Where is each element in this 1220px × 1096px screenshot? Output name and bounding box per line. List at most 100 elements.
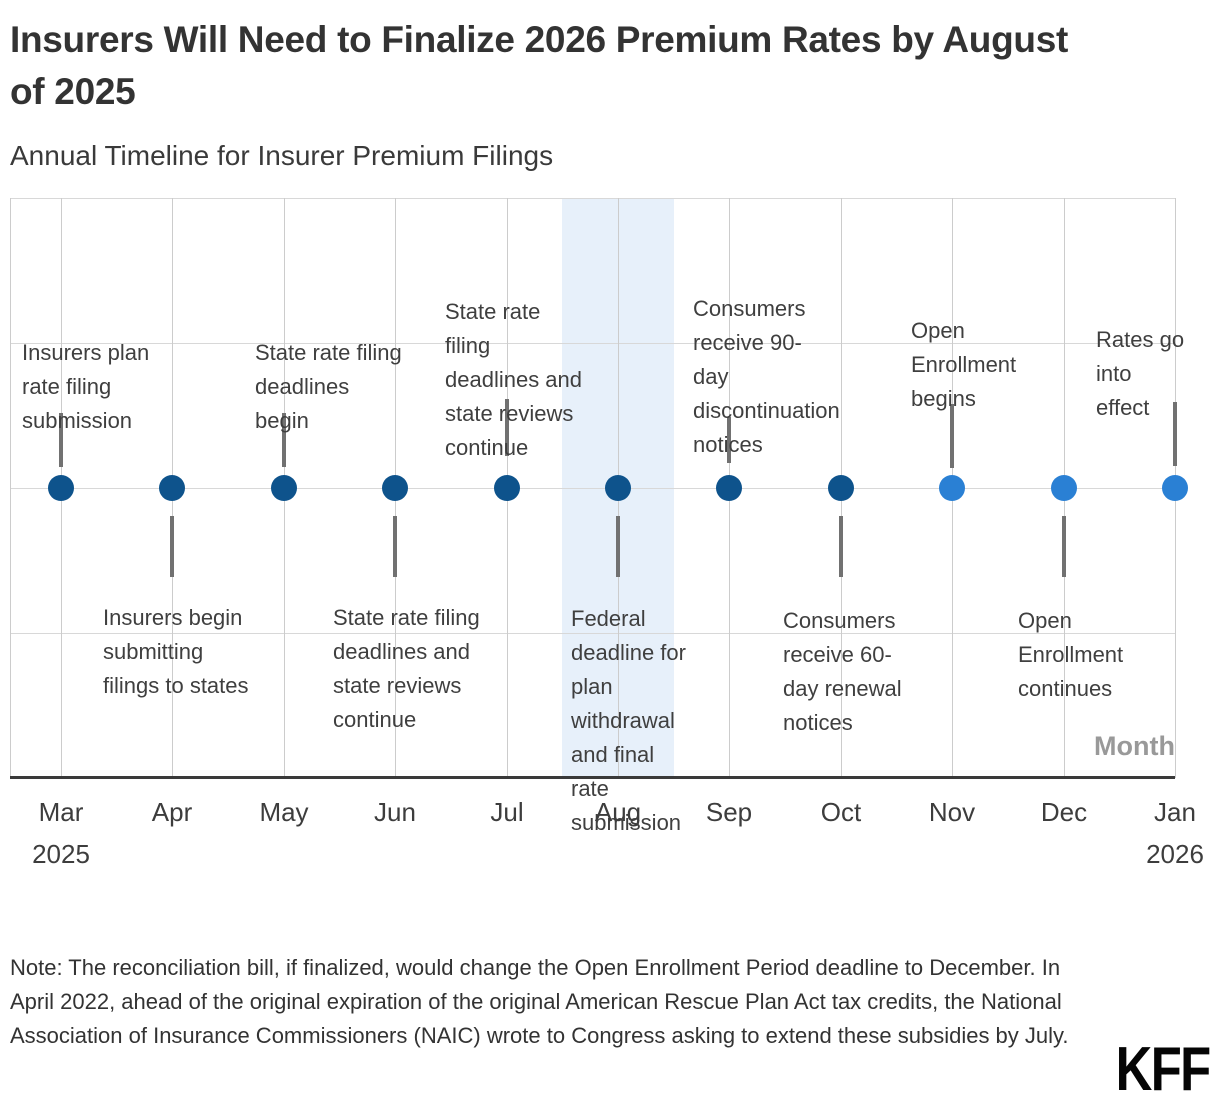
event-annotation-jul: State rate filing deadlines and state revie… (445, 295, 582, 465)
annotation-line: Open (1018, 608, 1072, 633)
annotation-line: continues (1018, 676, 1113, 701)
timeline-dot-mar (48, 475, 74, 501)
event-annotation-nov: Open Enrollment begins (911, 314, 1016, 416)
x-axis-title: Month (1094, 731, 1175, 761)
annotation-line: deadlines and (333, 639, 471, 664)
timeline-dot-nov (939, 475, 965, 501)
gridline-horizontal-0 (10, 198, 1175, 199)
chart-subtitle: Annual Timeline for Insurer Premium Fili… (10, 140, 554, 171)
event-stem-jun (393, 516, 397, 577)
page-title-line-1: Insurers Will Need to Finalize 2026 Prem… (10, 19, 1069, 60)
month-label-oct: Oct (820, 797, 862, 827)
annotation-line: submission (571, 810, 682, 835)
timeline-dot-dec (1051, 475, 1077, 501)
event-annotation-oct: Consumers receive 60- day renewal notices (783, 604, 902, 740)
annotation-line: continue (445, 435, 529, 460)
annotation-line: Insurers plan (22, 340, 150, 365)
gridline-horizontal-1 (10, 343, 1175, 344)
annotation-line: Open (911, 318, 965, 343)
annotation-line: filing (445, 333, 491, 358)
annotation-line: continue (333, 707, 417, 732)
annotation-line: begins (911, 386, 976, 411)
timeline-dot-aug (605, 475, 631, 501)
annotation-line: Consumers (693, 296, 806, 321)
year-label-2025: 2025 (32, 839, 90, 869)
annotation-line: submission (22, 408, 133, 433)
event-stem-jul (505, 399, 509, 456)
annotation-line: plan (571, 674, 613, 699)
annotation-line: effect (1096, 395, 1150, 420)
annotation-line: day renewal (783, 676, 902, 701)
note-text: Note: The reconciliation bill, if finali… (10, 955, 1069, 1048)
event-annotation-may: State rate filing deadlines begin (255, 336, 402, 438)
annotation-line: Federal (571, 606, 646, 631)
month-label-jun: Jun (374, 797, 416, 827)
annotation-line: withdrawal (571, 708, 675, 733)
annotation-line: Consumers (783, 608, 896, 633)
annotation-line: Enrollment (911, 352, 1017, 377)
event-stem-oct (839, 516, 843, 577)
event-annotation-dec: Open Enrollment continues (1018, 604, 1123, 706)
annotation-line: begin (255, 408, 309, 433)
annotation-line: Rates go (1096, 327, 1185, 352)
timeline-dot-sep (716, 475, 742, 501)
annotation-line: Insurers begin (103, 605, 243, 630)
timeline-dot-jun (382, 475, 408, 501)
event-annotation-mar: Insurers plan rate filing submission (22, 336, 149, 438)
event-stem-jan (1173, 402, 1177, 466)
annotation-line: state reviews (333, 673, 462, 698)
event-stem-may (282, 413, 286, 467)
month-label-jul: Jul (490, 797, 524, 827)
annotation-line: Enrollment (1018, 642, 1124, 667)
annotation-line: deadlines and (445, 367, 583, 392)
annotation-line: filings to states (103, 673, 249, 698)
page-title-line-2: of 2025 (10, 71, 136, 112)
page-title: Insurers Will Need to Finalize 2026 Prem… (10, 14, 1068, 118)
annotation-line: State rate (445, 299, 541, 324)
month-label-may: May (259, 797, 309, 827)
month-label-jan: Jan (1154, 797, 1196, 827)
annotation-line: and final (571, 742, 655, 767)
event-stem-mar (59, 413, 63, 467)
annotation-line: notices (783, 710, 853, 735)
timeline-dot-oct (828, 475, 854, 501)
month-label-aug: Aug (594, 797, 642, 827)
event-annotation-jan: Rates go into effect (1096, 323, 1184, 425)
event-stem-nov (950, 404, 954, 468)
year-label-2026: 2026 (1146, 839, 1204, 869)
gridline-horizontal-2 (10, 488, 1175, 489)
gridline-horizontal-3 (10, 633, 1175, 634)
event-annotation-jun: State rate filing deadlines and state revi… (333, 601, 480, 737)
month-label-apr: Apr (151, 797, 193, 827)
annotation-line: notices (693, 432, 763, 457)
gridline-left-edge (10, 198, 11, 778)
event-annotation-aug: Federal deadline for plan withdrawal and fin… (571, 602, 686, 840)
annotation-line: receive 60- (783, 642, 892, 667)
timeline-dot-apr (159, 475, 185, 501)
x-axis-line (10, 776, 1175, 779)
annotation-line: state reviews (445, 401, 574, 426)
annotation-line: rate (571, 776, 609, 801)
annotation-line: State rate filing (333, 605, 480, 630)
event-stem-apr (170, 516, 174, 577)
event-stem-sep (727, 417, 731, 463)
annotation-line: discontinuation (693, 398, 840, 423)
annotation-line: State rate filing (255, 340, 402, 365)
month-label-sep: Sep (705, 797, 753, 827)
kff-logo: KFF (1116, 1035, 1212, 1096)
month-label-dec: Dec (1040, 797, 1088, 827)
event-stem-aug (616, 516, 620, 577)
timeline-dot-jan (1162, 475, 1188, 501)
month-label-nov: Nov (928, 797, 976, 827)
timeline-dot-may (271, 475, 297, 501)
annotation-line: submitting (103, 639, 204, 664)
month-label-mar: Mar (38, 797, 84, 827)
event-annotation-sep: Consumers receive 90- day discontinuation no… (693, 292, 840, 462)
annotation-line: receive 90- (693, 330, 802, 355)
event-stem-dec (1062, 516, 1066, 577)
timeline-dot-jul (494, 475, 520, 501)
annotation-line: day (693, 364, 729, 389)
annotation-line: deadline for (571, 640, 686, 665)
annotation-line: into (1096, 361, 1132, 386)
